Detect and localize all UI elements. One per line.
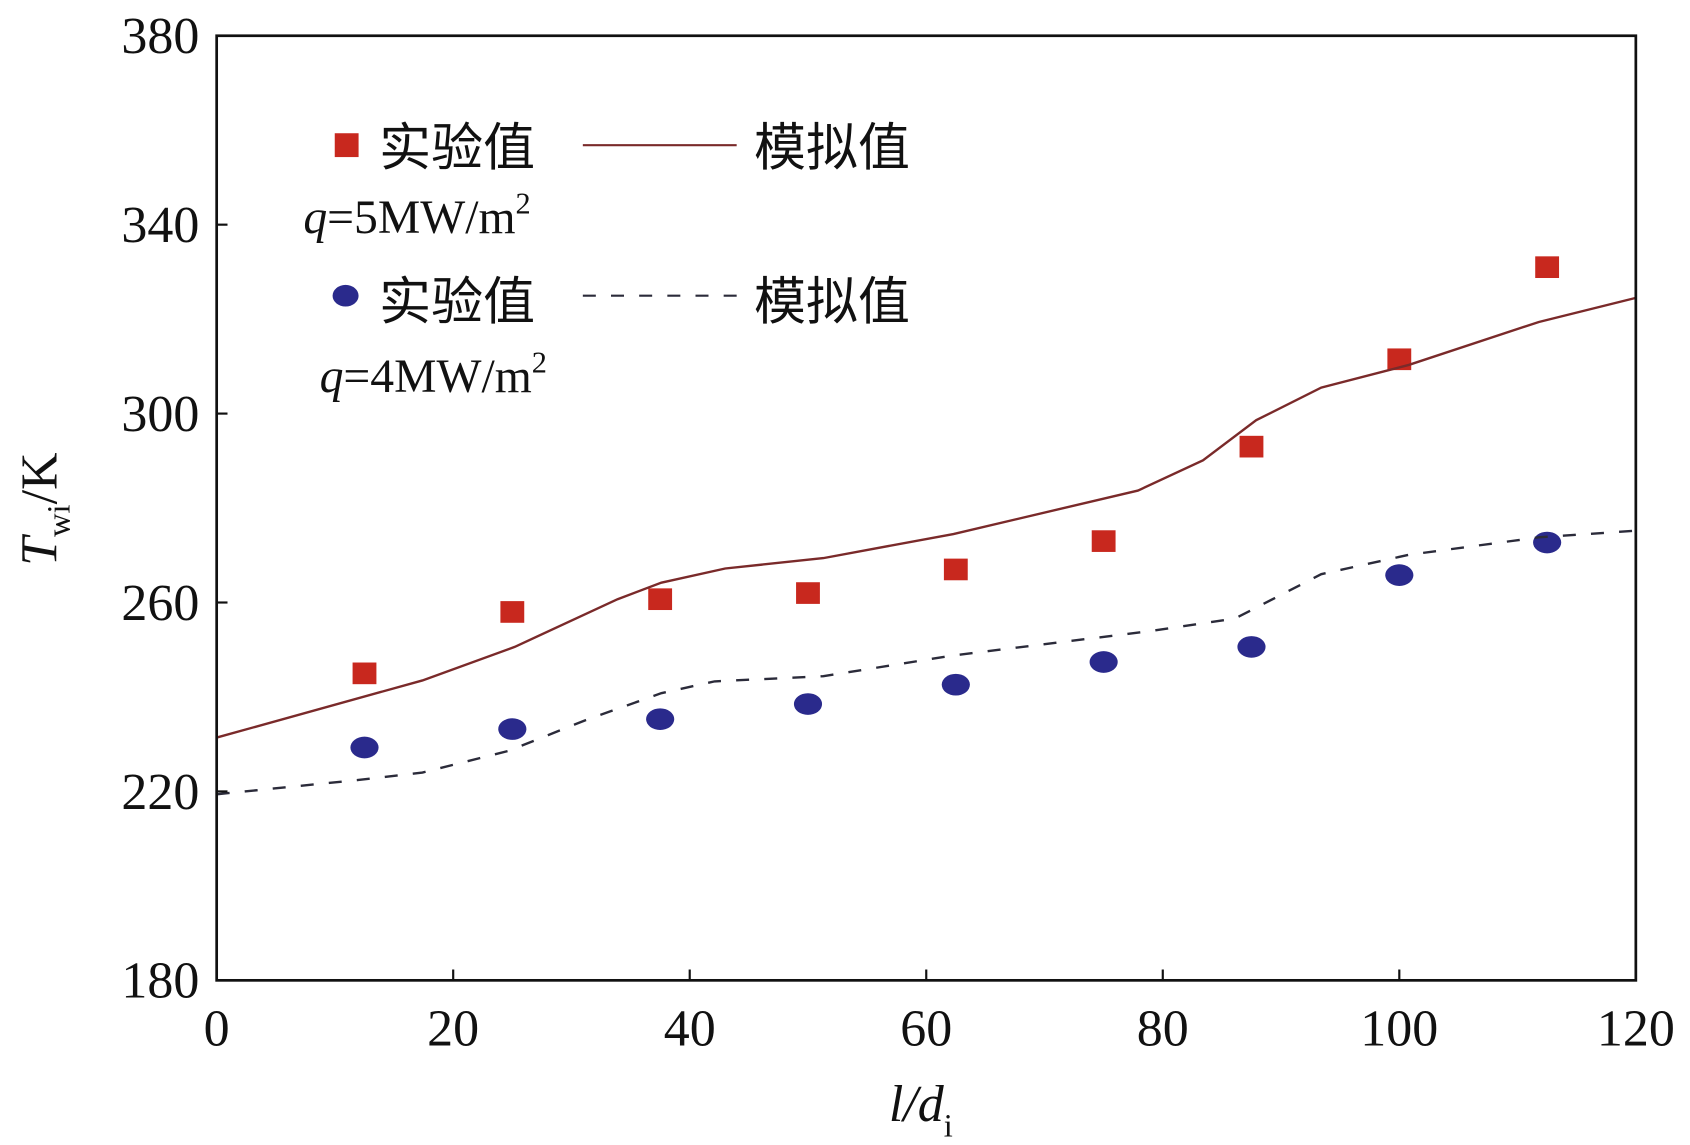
y-tick-label: 380 [121, 8, 199, 65]
experimental-point-square [1239, 435, 1264, 458]
y-axis-label-sub: wi [41, 504, 77, 536]
experimental-point-square [796, 582, 820, 604]
legend: 实验值 模拟值 q=5MW/m2 实验值 模拟值 q=4MW/m2 [303, 121, 910, 403]
x-tick-label: 60 [900, 1000, 952, 1057]
x-tick-label: 100 [1360, 1000, 1438, 1057]
x-tick-label: 120 [1597, 1000, 1675, 1057]
legend-condition-2: q=4MW/m2 [320, 346, 547, 403]
experimental-point-square [500, 601, 525, 623]
experimental-point-circle [793, 693, 823, 715]
experimental-point-square [1535, 256, 1560, 279]
experimental-point-circle [350, 736, 379, 759]
legend-marker-square [334, 133, 359, 158]
y-tick-label: 260 [121, 575, 199, 632]
experimental-point-square [352, 662, 377, 685]
legend-condition-1: q=5MW/m2 [303, 186, 530, 243]
experimental-point-square [1091, 530, 1116, 552]
experimental-point-circle [1533, 531, 1562, 554]
x-tick-label: 0 [204, 1000, 230, 1057]
simulated-line-solid [216, 296, 1637, 739]
experimental-point-circle [1385, 564, 1414, 586]
y-axis-label: Twi/K [11, 452, 77, 566]
legend-marker-circle [332, 284, 359, 307]
experimental-point-circle [941, 673, 970, 696]
x-axis-label-sub: i [944, 1108, 953, 1144]
legend-label-exp-1: 实验值 [379, 121, 535, 178]
legend-label-sim-1: 模拟值 [754, 121, 910, 178]
legend-label-sim-2: 模拟值 [754, 275, 910, 332]
x-axis-label: l/di [889, 1076, 953, 1144]
legend-label-exp-2: 实验值 [379, 275, 535, 332]
x-tick-label: 20 [427, 1000, 479, 1057]
experimental-point-circle [498, 718, 527, 740]
x-tick-label: 40 [664, 1000, 716, 1057]
experimental-point-square [943, 558, 968, 581]
experimental-point-circle [1237, 636, 1266, 658]
experimental-point-square [648, 588, 673, 611]
x-tick-label: 80 [1137, 1000, 1189, 1057]
y-axis-label-unit: /K [11, 452, 68, 504]
y-tick-label: 220 [121, 764, 199, 821]
simulated-line-dashed [216, 529, 1636, 796]
y-tick-label: 180 [121, 953, 199, 1010]
y-tick-label: 340 [121, 197, 199, 254]
y-tick-label: 300 [121, 386, 199, 443]
experimental-point-circle [646, 708, 675, 730]
experimental-point-circle [1089, 651, 1118, 673]
